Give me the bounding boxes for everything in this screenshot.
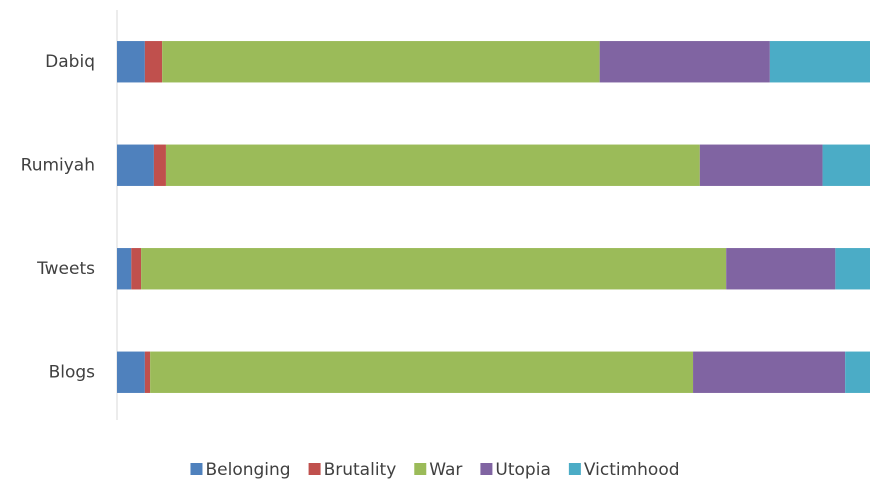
bar-segment — [769, 41, 870, 83]
legend-label: Victimhood — [584, 460, 680, 480]
bar-segment — [835, 248, 870, 290]
bar-segment — [141, 248, 727, 290]
bar-segment — [699, 144, 823, 186]
bar-segment — [117, 248, 132, 290]
y-tick-label: Dabiq — [45, 52, 95, 72]
legend-swatch — [308, 463, 321, 475]
y-tick-label: Tweets — [36, 259, 95, 279]
bar-segment — [599, 41, 770, 83]
legend-label: Utopia — [495, 460, 550, 480]
y-tick-label: Rumiyah — [21, 155, 95, 175]
bar-segment — [150, 351, 694, 393]
bar-segment — [144, 41, 163, 83]
legend-label: Belonging — [205, 460, 290, 480]
legend-label: War — [429, 460, 462, 480]
bar-segment — [117, 351, 145, 393]
bar-segment — [693, 351, 846, 393]
bar-segment — [822, 144, 870, 186]
bar-segment — [117, 41, 145, 83]
bar-segment — [845, 351, 870, 393]
legend-swatch — [568, 463, 581, 475]
legend-swatch — [480, 463, 493, 475]
bar-segment — [726, 248, 836, 290]
bar-segment — [153, 144, 166, 186]
legend-swatch — [414, 463, 427, 475]
bar-segment — [144, 351, 151, 393]
y-tick-label: Blogs — [49, 362, 96, 382]
legend-swatch — [190, 463, 203, 475]
legend: Belonging Brutality War Utopia Victimhood — [190, 460, 680, 480]
bar-segment — [162, 41, 600, 83]
bar-segment — [165, 144, 700, 186]
bar-segment — [117, 144, 154, 186]
bar-segment — [131, 248, 142, 290]
legend-label: Brutality — [324, 460, 397, 480]
